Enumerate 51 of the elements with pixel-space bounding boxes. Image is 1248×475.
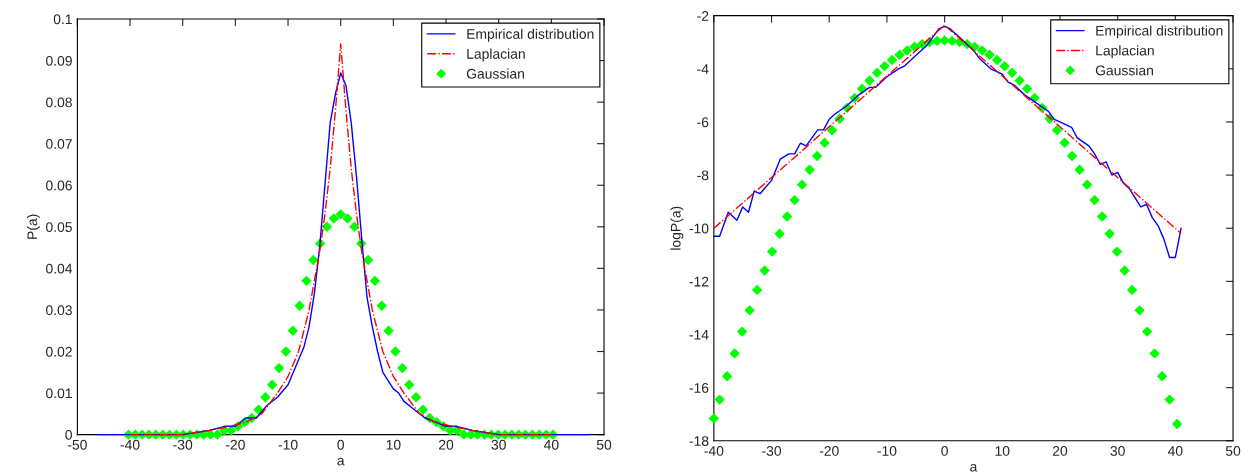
y-axis-title: P(a) [26,214,40,239]
legend-label: Laplacian [1096,45,1154,59]
x-tick-label: -10 [278,439,298,450]
x-tick-label: -30 [173,439,193,450]
x-tick-label: 30 [491,439,506,450]
y-tick-label: 0.02 [46,346,72,357]
x-tick-label: -40 [704,446,724,456]
x-tick-label: 50 [596,439,612,450]
y-tick-label: -12 [689,276,709,287]
x-axis-title: a [970,463,978,472]
y-tick-label: -16 [689,382,709,393]
legend-label: Gaussian [1095,65,1153,76]
y-tick-label: 0 [65,429,72,440]
x-tick-label: 10 [995,446,1010,456]
y-tick-label: 0.1 [53,14,72,25]
legend-label: Empirical distribution [467,28,594,42]
legend-label: Gaussian [466,68,524,79]
x-axis-title: a [337,457,345,466]
y-tick-label: 0.08 [46,97,72,108]
y-tick-label: -8 [697,170,709,181]
y-tick-label: 0.05 [46,222,72,232]
x-tick-label: -20 [225,439,245,450]
y-tick-label: 0.01 [46,388,72,399]
x-tick-label: 10 [386,439,401,450]
x-tick-label: 0 [337,439,345,450]
y-tick-label: 0.03 [46,305,72,316]
y-tick-label: -2 [697,11,709,21]
y-tick-label: -6 [697,117,709,128]
x-tick-label: -20 [819,446,839,456]
legend-label: Laplacian [467,48,525,62]
y-tick-label: -14 [689,330,709,340]
y-tick-label: 0.07 [46,139,72,149]
y-tick-label: 0.06 [46,180,72,191]
y-tick-label: -10 [689,223,709,234]
x-tick-label: -40 [120,439,140,450]
y-tick-label: -18 [689,436,709,446]
x-tick-label: 20 [1052,446,1068,456]
x-tick-label: 50 [1225,446,1241,456]
x-tick-label: -50 [67,439,87,450]
x-tick-label: -10 [877,446,897,456]
x-tick-label: 40 [543,439,559,450]
x-tick-label: 20 [439,439,454,450]
y-tick-label: 0.09 [46,55,72,66]
y-tick-label: -4 [697,64,709,74]
y-axis-title: logP(a) [670,206,684,250]
x-tick-label: 0 [941,446,948,456]
legend-label: Empirical distribution [1096,25,1223,39]
x-tick-label: 40 [1167,446,1183,456]
x-tick-label: -30 [762,446,782,456]
y-tick-label: 0.04 [46,263,73,274]
x-tick-label: 30 [1110,446,1125,456]
